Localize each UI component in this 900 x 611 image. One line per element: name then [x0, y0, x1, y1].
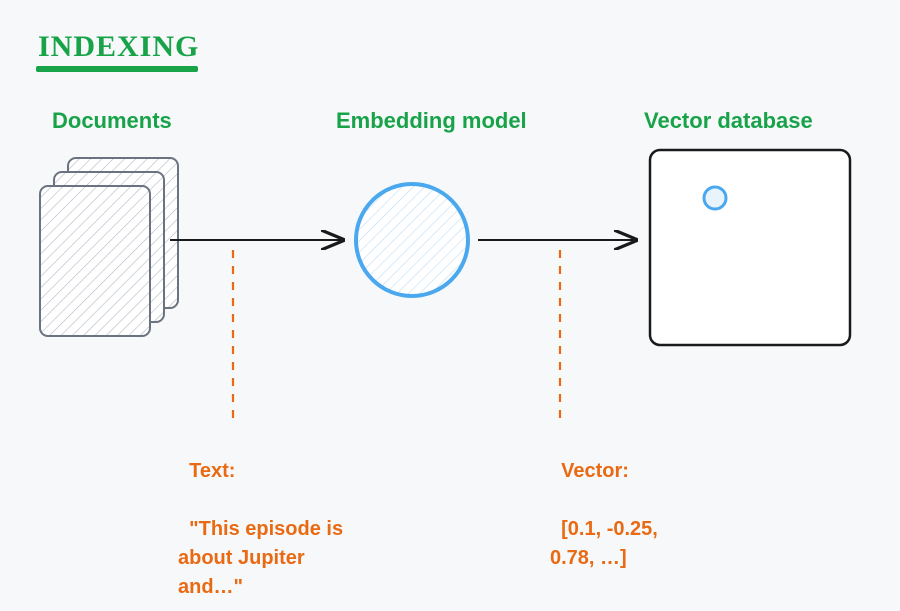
- vector-point-icon: [704, 187, 726, 209]
- embedding-model-icon: [356, 184, 468, 296]
- diagram-canvas: [0, 0, 900, 611]
- documents-stack-icon: [40, 158, 178, 336]
- vector-database-icon: [650, 150, 850, 345]
